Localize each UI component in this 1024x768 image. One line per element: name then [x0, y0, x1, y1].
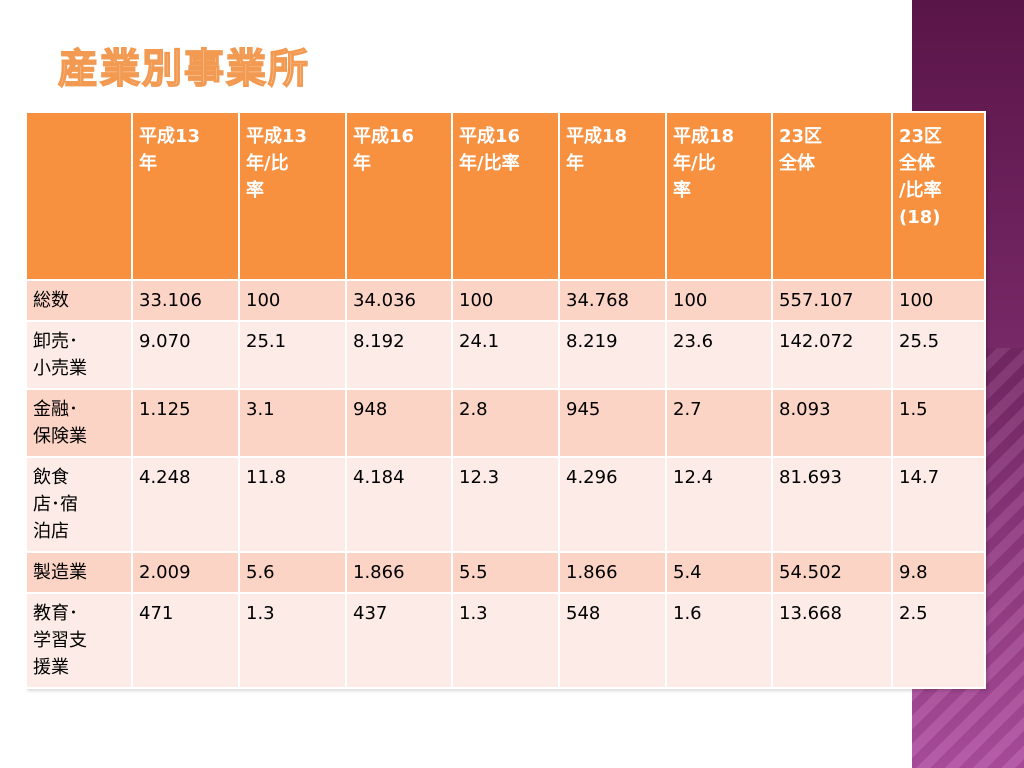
table-cell: 8.219 [558, 320, 667, 390]
table-cell: 948 [345, 388, 453, 458]
table-cell: 100 [891, 279, 986, 322]
table-cell: 4.248 [131, 456, 240, 553]
table-cell: 2.8 [451, 388, 560, 458]
header-cell-23ku: 23区 全体 [771, 111, 893, 281]
table-cell: 1.866 [558, 551, 667, 594]
table-cell: 81.693 [771, 456, 893, 553]
table-cell: 2.7 [665, 388, 773, 458]
row-label: 金融･ 保険業 [25, 388, 133, 458]
table-cell: 4.296 [558, 456, 667, 553]
table-cell: 33.106 [131, 279, 240, 322]
table-cell: 54.502 [771, 551, 893, 594]
table-cell: 1.6 [665, 592, 773, 689]
table-cell: 100 [665, 279, 773, 322]
table-cell: 1.125 [131, 388, 240, 458]
table-cell: 100 [238, 279, 347, 322]
table-cell: 471 [131, 592, 240, 689]
table-cell: 2.009 [131, 551, 240, 594]
table-cell: 11.8 [238, 456, 347, 553]
row-label: 飲食 店･宿 泊店 [25, 456, 133, 553]
header-cell-h18-ratio: 平成18 年/比 率 [665, 111, 773, 281]
table-cell: 34.036 [345, 279, 453, 322]
table-cell: 557.107 [771, 279, 893, 322]
table-cell: 1.866 [345, 551, 453, 594]
table-cell: 9.8 [891, 551, 986, 594]
table-cell: 12.3 [451, 456, 560, 553]
header-cell-h16-ratio: 平成16 年/比率 [451, 111, 560, 281]
table-cell: 8.192 [345, 320, 453, 390]
table-cell: 1.3 [238, 592, 347, 689]
highlighted-table-cell: 25.5 [891, 320, 986, 390]
table-cell: 8.093 [771, 388, 893, 458]
table-cell: 14.7 [891, 456, 986, 553]
table-cell: 1.5 [891, 388, 986, 458]
table-cell: 945 [558, 388, 667, 458]
table-cell: 3.1 [238, 388, 347, 458]
table-row: 卸売･ 小売業 9.070 25.1 8.192 24.1 8.219 23.6… [25, 320, 986, 390]
table-cell: 437 [345, 592, 453, 689]
header-cell-h18: 平成18 年 [558, 111, 667, 281]
table-cell: 4.184 [345, 456, 453, 553]
page-title: 産業別事業所 [57, 45, 310, 93]
table-row: 飲食 店･宿 泊店 4.248 11.8 4.184 12.3 4.296 12… [25, 456, 986, 553]
table-cell: 12.4 [665, 456, 773, 553]
table-cell: 34.768 [558, 279, 667, 322]
table-cell: 142.072 [771, 320, 893, 390]
table-header-row: 平成13 年 平成13 年/比 率 平成16 年 平成16 年/比率 平成18 … [25, 111, 986, 281]
table-cell: 13.668 [771, 592, 893, 689]
table-row: 総数 33.106 100 34.036 100 34.768 100 557.… [25, 279, 986, 322]
table-cell: 5.5 [451, 551, 560, 594]
table-row: 教育･ 学習支 援業 471 1.3 437 1.3 548 1.6 13.66… [25, 592, 986, 689]
table-cell: 23.6 [665, 320, 773, 390]
row-label: 卸売･ 小売業 [25, 320, 133, 390]
table-cell: 5.4 [665, 551, 773, 594]
table-row: 金融･ 保険業 1.125 3.1 948 2.8 945 2.7 8.093 … [25, 388, 986, 458]
row-label: 総数 [25, 279, 133, 322]
header-cell-h13: 平成13 年 [131, 111, 240, 281]
table-cell: 5.6 [238, 551, 347, 594]
header-cell-blank [25, 111, 133, 281]
table-cell: 1.3 [451, 592, 560, 689]
table-cell: 548 [558, 592, 667, 689]
table-cell: 24.1 [451, 320, 560, 390]
establishments-table: 平成13 年 平成13 年/比 率 平成16 年 平成16 年/比率 平成18 … [25, 111, 986, 689]
table-cell: 9.070 [131, 320, 240, 390]
table-cell: 25.1 [238, 320, 347, 390]
table-cell: 100 [451, 279, 560, 322]
row-label: 製造業 [25, 551, 133, 594]
header-cell-h13-ratio: 平成13 年/比 率 [238, 111, 347, 281]
table-cell: 2.5 [891, 592, 986, 689]
header-cell-23ku-ratio: 23区 全体 /比率 (18) [891, 111, 986, 281]
row-label: 教育･ 学習支 援業 [25, 592, 133, 689]
table-row: 製造業 2.009 5.6 1.866 5.5 1.866 5.4 54.502… [25, 551, 986, 594]
header-cell-h16: 平成16 年 [345, 111, 453, 281]
